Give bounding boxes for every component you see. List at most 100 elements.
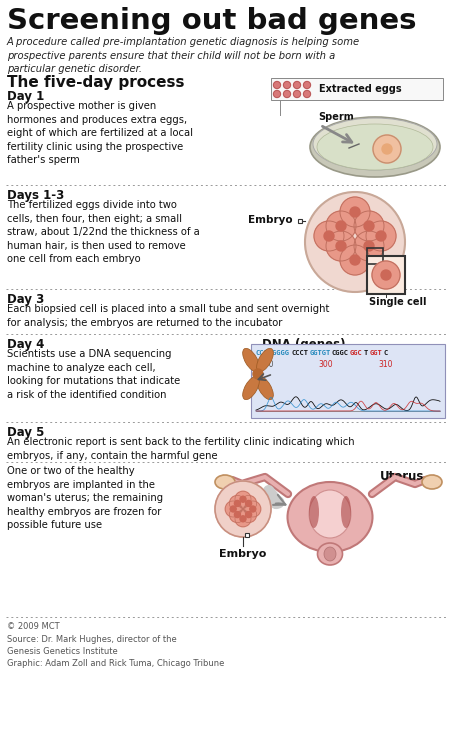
Text: Day 3: Day 3 — [7, 293, 44, 306]
Circle shape — [230, 506, 236, 512]
Text: Day 1: Day 1 — [7, 90, 44, 103]
Circle shape — [234, 512, 241, 518]
Text: Day 4: Day 4 — [7, 338, 44, 351]
Circle shape — [326, 211, 356, 241]
Ellipse shape — [257, 348, 273, 372]
Text: Embryo: Embryo — [248, 215, 293, 225]
Text: 310: 310 — [378, 360, 392, 369]
Circle shape — [336, 241, 346, 251]
Circle shape — [324, 231, 334, 241]
Circle shape — [364, 221, 374, 231]
Text: T: T — [364, 350, 368, 356]
Text: © 2009 MCT
Source: Dr. Mark Hughes, director of the
Genesis Genetics Institute
G: © 2009 MCT Source: Dr. Mark Hughes, dire… — [7, 622, 224, 669]
Circle shape — [229, 495, 246, 512]
Circle shape — [381, 270, 391, 280]
Circle shape — [274, 81, 280, 88]
Text: One or two of the healthy
embryos are implanted in the
woman's uterus; the remai: One or two of the healthy embryos are im… — [7, 466, 163, 530]
Text: Egg: Egg — [401, 144, 422, 154]
Text: The five-day process: The five-day process — [7, 75, 184, 90]
Circle shape — [253, 369, 263, 379]
Bar — [367, 248, 383, 264]
Text: DNA (genes): DNA (genes) — [262, 338, 346, 351]
Circle shape — [234, 500, 241, 506]
FancyBboxPatch shape — [271, 78, 443, 100]
FancyBboxPatch shape — [251, 344, 445, 418]
Circle shape — [372, 261, 400, 289]
Circle shape — [373, 135, 401, 163]
Circle shape — [294, 81, 300, 88]
Circle shape — [250, 506, 256, 512]
Text: Scientists use a DNA sequencing
machine to analyze each cell,
looking for mutati: Scientists use a DNA sequencing machine … — [7, 349, 180, 400]
Text: Each biopsied cell is placed into a small tube and sent overnight
for analysis; : Each biopsied cell is placed into a smal… — [7, 304, 329, 328]
Circle shape — [354, 231, 384, 261]
Circle shape — [245, 501, 261, 517]
Ellipse shape — [341, 496, 351, 528]
Ellipse shape — [318, 543, 342, 565]
Text: Single cell: Single cell — [369, 297, 427, 307]
Circle shape — [336, 221, 346, 231]
Text: Extracted eggs: Extracted eggs — [319, 84, 402, 94]
Circle shape — [314, 221, 344, 251]
Text: A procedure called pre-implantation genetic diagnosis is helping some
prospectiv: A procedure called pre-implantation gene… — [7, 37, 360, 74]
Ellipse shape — [324, 547, 336, 561]
Circle shape — [240, 515, 246, 522]
Ellipse shape — [215, 475, 235, 489]
Text: Screening out bad genes: Screening out bad genes — [7, 7, 416, 35]
Text: 290: 290 — [260, 360, 275, 369]
Text: 300: 300 — [318, 360, 333, 369]
Ellipse shape — [310, 117, 440, 177]
Text: CGGC: CGGC — [332, 350, 349, 356]
Text: Day 5: Day 5 — [7, 426, 44, 439]
Circle shape — [304, 90, 310, 98]
Ellipse shape — [309, 490, 351, 538]
Text: Uterus: Uterus — [380, 470, 424, 483]
Circle shape — [215, 481, 271, 537]
Circle shape — [340, 245, 370, 275]
Circle shape — [376, 231, 386, 241]
Ellipse shape — [243, 348, 259, 372]
Circle shape — [284, 81, 290, 88]
Ellipse shape — [288, 482, 372, 552]
Circle shape — [229, 506, 246, 523]
Ellipse shape — [309, 496, 319, 528]
Circle shape — [284, 90, 290, 98]
Text: C: C — [383, 350, 387, 356]
Ellipse shape — [422, 475, 442, 489]
Text: A prospective mother is given
hormones and produces extra eggs,
eight of which a: A prospective mother is given hormones a… — [7, 101, 193, 165]
Circle shape — [274, 90, 280, 98]
Text: The fertilized eggs divide into two
cells, then four, then eight; a small
straw,: The fertilized eggs divide into two cell… — [7, 200, 200, 264]
Ellipse shape — [257, 376, 273, 400]
Circle shape — [294, 90, 300, 98]
Text: Embryo: Embryo — [219, 549, 267, 559]
Text: GGTGT: GGTGT — [310, 350, 331, 356]
Circle shape — [326, 231, 356, 261]
Circle shape — [225, 501, 241, 517]
Bar — [245, 533, 249, 537]
Circle shape — [340, 197, 370, 227]
Ellipse shape — [317, 124, 433, 170]
Text: Days 1-3: Days 1-3 — [7, 189, 64, 202]
Text: GGC: GGC — [350, 350, 363, 356]
Circle shape — [246, 500, 251, 506]
Circle shape — [235, 492, 251, 507]
Circle shape — [241, 495, 256, 512]
Bar — [298, 219, 302, 223]
Circle shape — [241, 506, 256, 523]
Circle shape — [350, 255, 360, 265]
Circle shape — [354, 211, 384, 241]
Circle shape — [350, 207, 360, 217]
Text: CCGGGGGG: CCGGGGGG — [256, 350, 290, 356]
Bar — [367, 256, 405, 294]
Text: GGT: GGT — [370, 350, 383, 356]
Ellipse shape — [243, 376, 259, 400]
Circle shape — [364, 241, 374, 251]
Circle shape — [366, 221, 396, 251]
Circle shape — [305, 192, 405, 292]
Ellipse shape — [313, 118, 437, 170]
Circle shape — [382, 144, 392, 154]
Text: Sperm: Sperm — [318, 112, 354, 122]
Circle shape — [246, 512, 251, 518]
Circle shape — [304, 81, 310, 88]
Text: An electronic report is sent back to the fertility clinic indicating which
embry: An electronic report is sent back to the… — [7, 437, 355, 461]
Text: CCCT: CCCT — [292, 350, 309, 356]
